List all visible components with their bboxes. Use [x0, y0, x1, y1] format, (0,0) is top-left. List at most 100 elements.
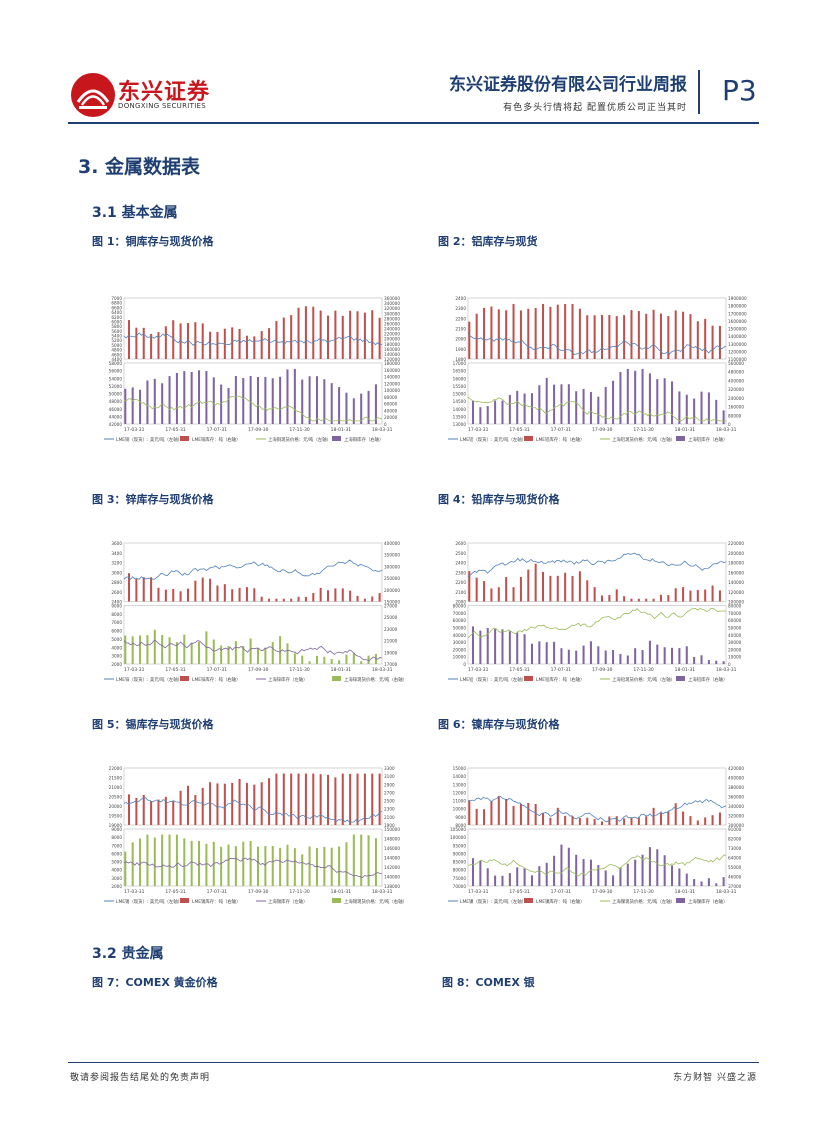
- y-left-tick: 2600: [455, 541, 466, 546]
- inventory-bar: [282, 773, 285, 825]
- inventory-bar: [519, 310, 522, 359]
- inventory-bar: [693, 879, 696, 886]
- inventory-bar: [608, 816, 611, 825]
- inventory-bar: [209, 331, 212, 359]
- page-number: P3: [722, 74, 757, 107]
- inventory-bar: [194, 580, 197, 602]
- inventory-bar: [201, 323, 204, 359]
- legend-label: 上海铝现货价格：元/吨（左轴）: [612, 436, 675, 443]
- y-right-tick: 80000: [384, 395, 398, 400]
- y-left-tick: 5200: [111, 338, 122, 343]
- inventory-bar: [124, 851, 127, 886]
- y-left-tick: 2000: [111, 884, 122, 889]
- footer-rule: [68, 1062, 759, 1063]
- inventory-bar: [586, 315, 589, 359]
- x-tick: 17-05-31: [509, 667, 530, 673]
- legend-label: 上海铜现货价格：元/吨（左轴）: [268, 436, 331, 443]
- inventory-bar: [512, 587, 515, 602]
- inventory-bar: [312, 593, 315, 602]
- y-left-tick: 14000: [453, 774, 467, 779]
- inventory-bar: [135, 327, 138, 359]
- inventory-bar: [527, 569, 530, 602]
- inventory-bar: [227, 388, 230, 424]
- legend-label: LME锡（现货）: 美元/吨（左轴）: [116, 898, 182, 905]
- inventory-bar: [175, 834, 178, 886]
- y-right-tick: 120000: [384, 357, 400, 362]
- inventory-bar: [575, 854, 578, 886]
- y-right-tick: 60000: [728, 618, 742, 623]
- inventory-bar: [312, 773, 315, 825]
- inventory-bar: [301, 854, 304, 886]
- y-right-tick: 0: [728, 422, 731, 427]
- inventory-bar: [508, 873, 511, 886]
- inventory-bar: [637, 817, 640, 825]
- inventory-bar: [623, 596, 626, 602]
- inventory-bar: [150, 577, 153, 602]
- inventory-bar: [256, 376, 260, 424]
- inventory-bar: [242, 378, 245, 424]
- inventory-bar: [205, 843, 208, 886]
- y-left-tick: 13000: [453, 782, 467, 787]
- inventory-bar: [468, 571, 471, 602]
- y-right-tick: 340000: [728, 804, 744, 809]
- inventory-bar: [534, 803, 537, 825]
- y-right-tick: 2900: [384, 782, 395, 787]
- inventory-bar: [512, 303, 515, 359]
- x-tick: 17-03-31: [124, 427, 145, 433]
- legend-label: 上海铅现货价格：元/吨（左轴）: [612, 676, 675, 683]
- y-right-tick: 180000: [728, 561, 744, 566]
- x-tick: 17-03-31: [468, 427, 489, 433]
- inventory-bar: [600, 595, 604, 602]
- y-left-tick: 44000: [109, 414, 123, 419]
- y-right-tick: 37000: [728, 884, 742, 889]
- y-right-tick: 1200000: [728, 349, 747, 354]
- y-left-tick: 16000: [453, 376, 467, 381]
- inventory-bar: [297, 773, 300, 825]
- inventory-bar: [682, 587, 685, 602]
- inventory-bar: [168, 834, 171, 886]
- y-right-tick: 380000: [728, 785, 744, 790]
- y-right-tick: 23000: [384, 627, 398, 632]
- inventory-bar: [242, 841, 245, 886]
- y-left-tick: 58000: [109, 361, 123, 366]
- y-right-tick: 300000: [384, 564, 400, 569]
- inventory-bar: [341, 588, 344, 602]
- y-right-tick: 1900: [384, 823, 395, 828]
- legend-label: LME铜（现货）: 美元/吨（左轴）: [116, 436, 182, 443]
- inventory-bar: [483, 307, 486, 359]
- y-right-tick: 80000: [728, 604, 742, 609]
- y-right-tick: 2300: [384, 807, 395, 812]
- inventory-bar: [567, 384, 570, 424]
- footer-disclaimer: 敬请参阅报告结尾处的免责声明: [70, 1073, 211, 1083]
- inventory-bar: [175, 372, 178, 424]
- y-left-tick: 22000: [109, 766, 123, 771]
- y-left-tick: 3200: [111, 561, 122, 566]
- inventory-bar: [508, 394, 511, 424]
- price-line: [123, 797, 383, 823]
- inventory-bar: [341, 315, 344, 359]
- inventory-bar: [352, 834, 355, 886]
- inventory-bar: [671, 865, 674, 886]
- y-left-tick: 9000: [111, 604, 122, 609]
- inventory-bar: [356, 595, 359, 602]
- x-tick: 17-05-31: [509, 889, 530, 895]
- inventory-bar: [604, 386, 607, 424]
- y-left-tick: 50000: [453, 625, 467, 630]
- y-left-tick: 20500: [109, 795, 123, 800]
- inventory-bar: [139, 635, 142, 664]
- inventory-bar: [490, 801, 493, 825]
- inventory-bar: [582, 388, 585, 424]
- inventory-bar: [479, 630, 482, 664]
- legend-swatch: [180, 898, 189, 903]
- inventory-bar: [718, 812, 721, 825]
- inventory-bar: [198, 840, 201, 886]
- inventory-bar: [297, 596, 300, 602]
- inventory-bar: [282, 598, 285, 602]
- inventory-bar: [223, 783, 226, 825]
- inventory-bar: [194, 795, 197, 825]
- inventory-bar: [378, 592, 381, 602]
- inventory-bar: [186, 588, 189, 602]
- inventory-bar: [582, 645, 585, 664]
- inventory-bar: [475, 808, 478, 825]
- inventory-bar: [656, 379, 659, 424]
